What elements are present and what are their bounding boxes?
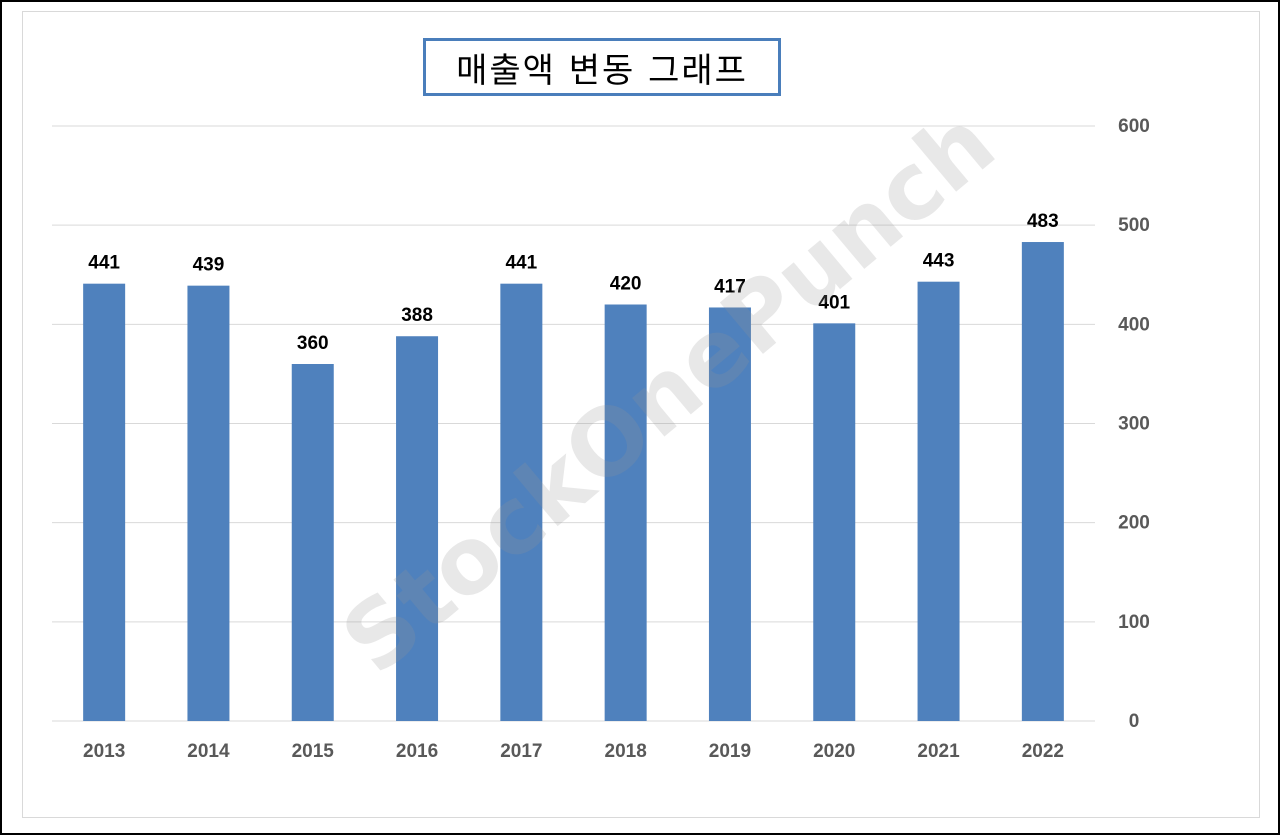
bar xyxy=(708,307,751,721)
bar xyxy=(500,283,543,721)
x-tick-label: 2022 xyxy=(1022,741,1064,762)
x-tick-label: 2018 xyxy=(605,741,647,762)
bar xyxy=(604,304,647,721)
bar xyxy=(291,364,334,721)
y-tick-label: 300 xyxy=(1118,414,1150,435)
data-label: 443 xyxy=(923,251,955,272)
x-tick-label: 2020 xyxy=(813,741,855,762)
x-tick-label: 2017 xyxy=(500,741,542,762)
x-tick-label: 2021 xyxy=(917,741,960,762)
data-label: 388 xyxy=(401,305,433,326)
data-label: 441 xyxy=(505,253,537,274)
data-label: 441 xyxy=(88,253,120,274)
data-label: 360 xyxy=(297,333,329,354)
bar xyxy=(396,336,439,721)
bar xyxy=(813,323,856,721)
x-tick-label: 2016 xyxy=(396,741,438,762)
x-tick-label: 2019 xyxy=(709,741,751,762)
chart-title-box: 매출액 변동 그래프 xyxy=(423,38,781,96)
y-tick-label: 200 xyxy=(1118,513,1150,534)
bar xyxy=(83,283,126,721)
bar xyxy=(917,281,960,721)
data-label: 439 xyxy=(193,255,225,276)
data-label: 401 xyxy=(818,292,850,313)
y-tick-label: 400 xyxy=(1118,314,1150,335)
data-label: 420 xyxy=(610,274,642,295)
x-tick-label: 2013 xyxy=(83,741,125,762)
x-tick-label: 2014 xyxy=(187,741,230,762)
y-tick-label: 500 xyxy=(1118,215,1150,236)
y-tick-label: 600 xyxy=(1118,116,1150,137)
bar xyxy=(1021,242,1064,721)
data-label: 483 xyxy=(1027,211,1059,232)
bar xyxy=(187,285,230,721)
data-label: 417 xyxy=(714,276,746,297)
y-tick-label: 0 xyxy=(1129,711,1140,732)
chart-title: 매출액 변동 그래프 xyxy=(456,50,748,91)
y-tick-label: 100 xyxy=(1118,612,1150,633)
x-tick-label: 2015 xyxy=(292,741,335,762)
